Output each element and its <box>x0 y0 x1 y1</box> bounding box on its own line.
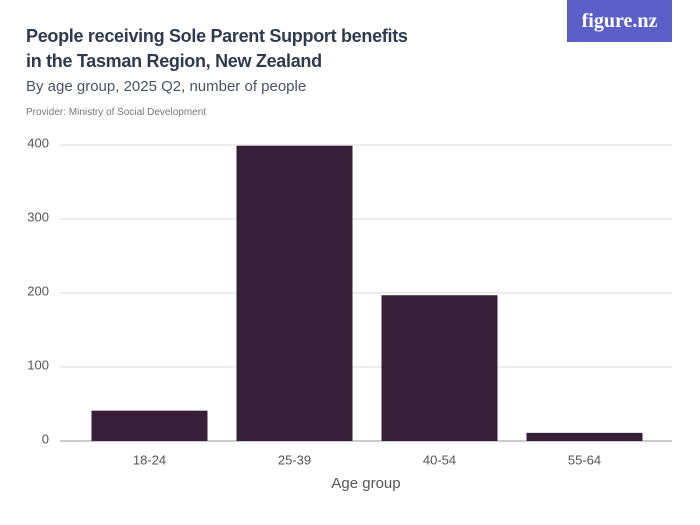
x-tick-label: 55-64 <box>568 452 601 467</box>
provider: Provider: Ministry of Social Development <box>26 107 207 118</box>
y-tick-label: 400 <box>27 135 49 150</box>
x-tick-label: 25-39 <box>278 452 311 467</box>
bar <box>526 432 643 441</box>
y-tick-label: 100 <box>27 357 49 372</box>
bar <box>91 410 208 441</box>
y-tick-label: 0 <box>42 431 49 446</box>
x-tick-label: 18-24 <box>133 452 166 467</box>
chart-subtitle: By age group, 2025 Q2, number of people <box>26 78 307 95</box>
y-tick-label: 300 <box>27 209 49 224</box>
bar <box>236 145 353 442</box>
bar <box>381 295 498 441</box>
chart-title: People receiving Sole Parent Support ben… <box>26 26 408 71</box>
y-tick-label: 200 <box>27 283 49 298</box>
x-axis-label: Age group <box>331 475 400 492</box>
x-tick-label: 40-54 <box>423 452 456 467</box>
logo[interactable]: figure.nz <box>567 0 672 42</box>
